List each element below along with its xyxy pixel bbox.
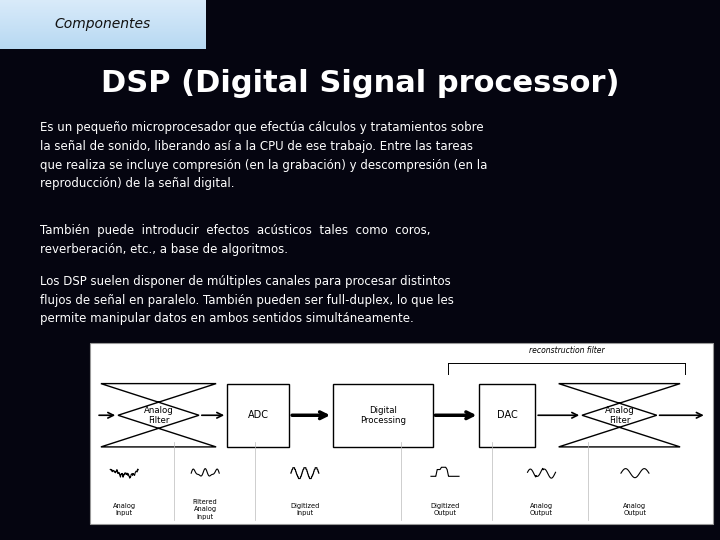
Polygon shape <box>101 383 216 447</box>
Text: Digitized
Input: Digitized Input <box>290 503 320 516</box>
Text: ADC: ADC <box>248 410 269 420</box>
Text: Los DSP suelen disponer de múltiples canales para procesar distintos
flujos de s: Los DSP suelen disponer de múltiples can… <box>40 275 454 326</box>
Bar <box>90 343 713 524</box>
Text: Es un pequeño microprocesador que efectúa cálculos y tratamientos sobre
la señal: Es un pequeño microprocesador que efectú… <box>40 122 487 190</box>
Bar <box>480 383 535 447</box>
Text: DSP (Digital Signal processor): DSP (Digital Signal processor) <box>101 69 619 98</box>
Text: Digitized
Output: Digitized Output <box>431 503 459 516</box>
Text: Analog
Filter: Analog Filter <box>605 406 634 425</box>
Text: reconstruction filter: reconstruction filter <box>528 346 604 355</box>
Text: Filtered
Analog
Input: Filtered Analog Input <box>193 499 217 520</box>
Text: Analog
Output: Analog Output <box>530 503 553 516</box>
Bar <box>333 383 433 447</box>
Text: Analog
Output: Analog Output <box>624 503 647 516</box>
Text: Componentes: Componentes <box>55 17 150 31</box>
Text: DAC: DAC <box>497 410 518 420</box>
Text: También  puede  introducir  efectos  acústicos  tales  como  coros,
reverberació: También puede introducir efectos acústic… <box>40 224 430 255</box>
Text: Analog
Input: Analog Input <box>113 503 136 516</box>
Bar <box>227 383 289 447</box>
Polygon shape <box>559 383 680 447</box>
Text: Digital
Processing: Digital Processing <box>360 406 405 425</box>
Text: Analog
Filter: Analog Filter <box>143 406 174 425</box>
